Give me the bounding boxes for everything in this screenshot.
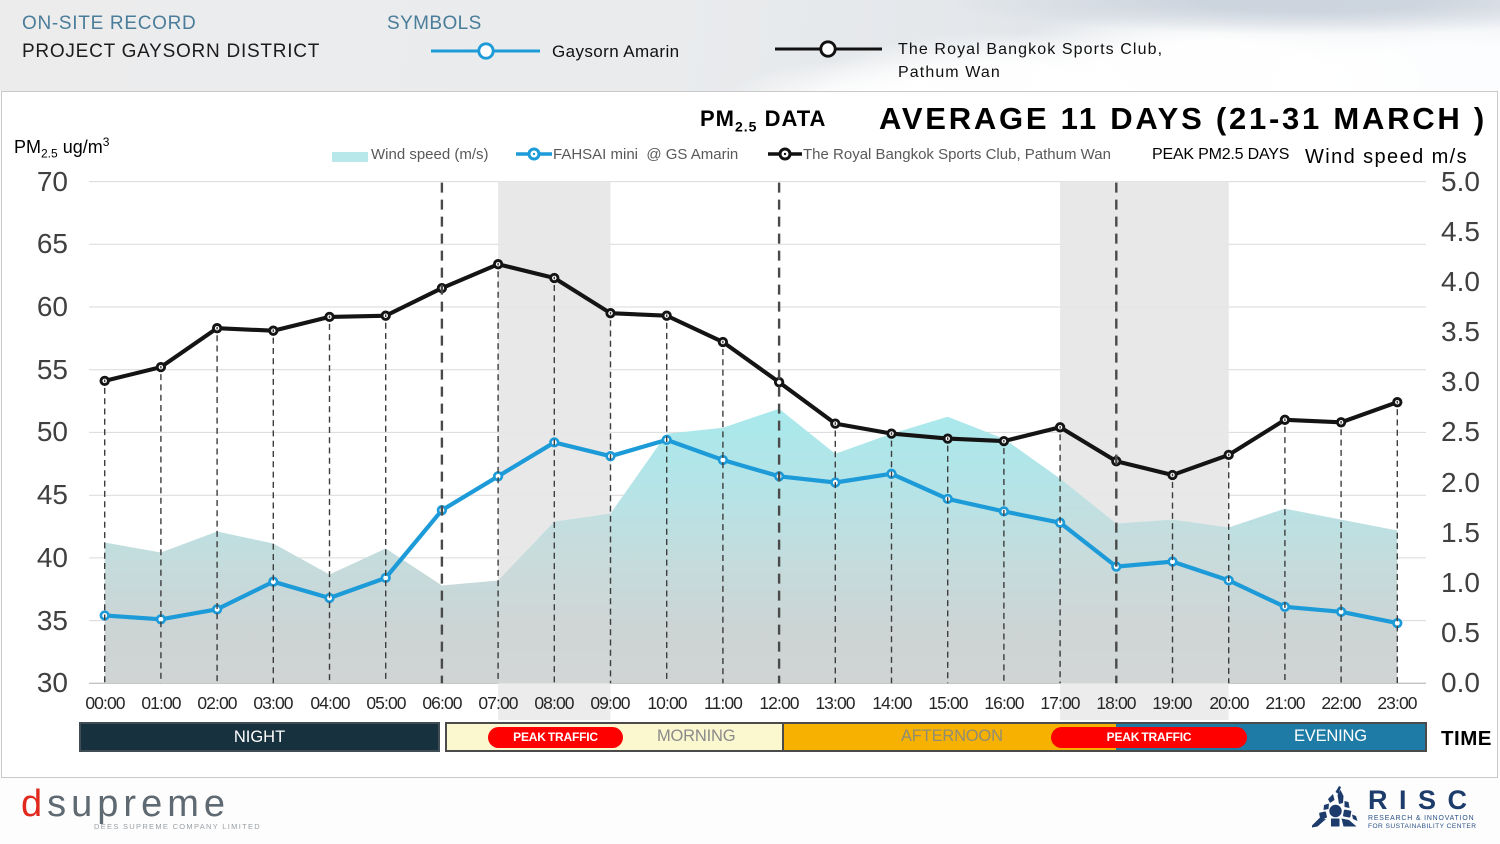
svg-text:RESEARCH & INNOVATION: RESEARCH & INNOVATION <box>1368 815 1474 822</box>
svg-text:RISC: RISC <box>1368 785 1479 815</box>
svg-text:FOR SUSTAINABILITY CENTER: FOR SUSTAINABILITY CENTER <box>1368 823 1476 830</box>
